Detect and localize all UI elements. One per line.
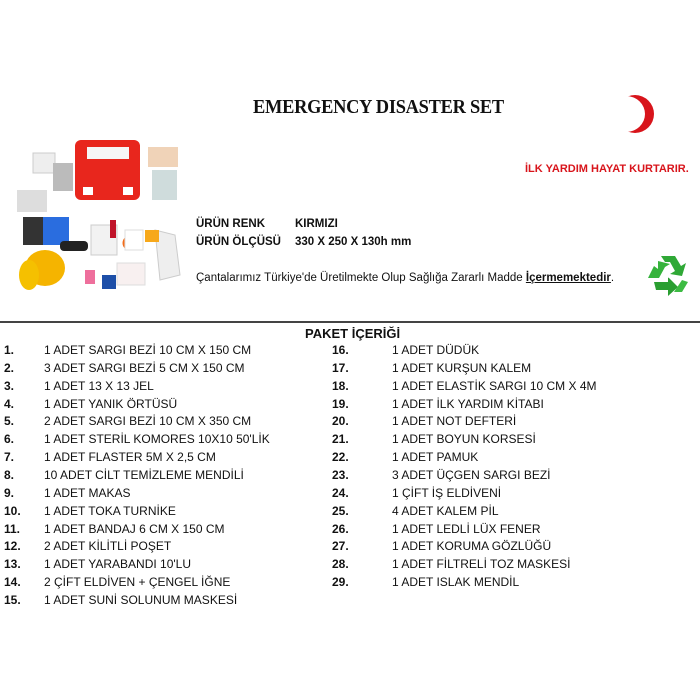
list-item: 1 ADET ELASTİK SARGI 10 CM X 4M — [392, 378, 597, 393]
notice-emphasis: İçermemektedir — [525, 272, 611, 284]
list-item: 1 ADET MAKAS — [44, 485, 131, 500]
list-item: 1 ADET FİLTRELİ TOZ MASKESİ — [392, 557, 571, 572]
list-item: 1 ADET ISLAK MENDİL — [392, 575, 520, 590]
item-number: 21. — [332, 432, 349, 447]
item-number: 15. — [4, 593, 21, 608]
item-number: 18. — [332, 378, 349, 393]
item-number: 1. — [4, 343, 15, 357]
red-crescent-icon — [607, 95, 654, 133]
list-item: 1 ADET FLASTER 5M X 2,5 CM — [44, 450, 216, 465]
list-item: 1 ÇİFT İŞ ELDİVENİ — [392, 485, 502, 500]
item-number: 28. — [332, 557, 349, 572]
item-number: 8. — [4, 468, 15, 483]
list-item: 1 ADET TOKA TURNİKE — [44, 503, 176, 518]
list-item: 1 ADET NOT DEFTERİ — [392, 414, 517, 429]
item-number: 16. — [332, 343, 349, 357]
spec-color-label: ÜRÜN RENK — [196, 218, 265, 230]
item-number: 27. — [332, 539, 349, 554]
item-number: 17. — [332, 360, 349, 375]
list-item: 1 ADET PAMUK — [392, 450, 479, 465]
notice-main: Çantalarımız Türkiye'de Üretilmekte Olup… — [196, 272, 526, 284]
item-number: 4. — [4, 396, 15, 411]
list-item: 1 ADET STERİL KOMORES 10X10 50'LİK — [44, 432, 270, 447]
list-item: 1 ADET SARGI BEZİ 10 CM X 150 CM — [44, 343, 252, 357]
item-number: 9. — [4, 485, 15, 500]
list-item: 10 ADET CİLT TEMİZLEME MENDİLİ — [44, 468, 244, 483]
list-item: 1 ADET BOYUN KORSESİ — [392, 432, 536, 447]
list-item: 3 ADET ÜÇGEN SARGI BEZİ — [392, 468, 551, 483]
item-number: 7. — [4, 450, 15, 465]
notice-text: Çantalarımız Türkiye'de Üretilmekte Olup… — [196, 272, 614, 284]
spec-color-value: KIRMIZI — [295, 218, 338, 230]
item-number: 13. — [4, 557, 21, 572]
list-item: 1 ADET KORUMA GÖZLÜĞÜ — [392, 539, 552, 554]
contents-heading: PAKET İÇERİĞİ — [305, 326, 401, 341]
item-number: 5. — [4, 414, 15, 429]
item-number: 12. — [4, 539, 21, 554]
divider — [0, 321, 700, 323]
notice-end: . — [610, 272, 615, 284]
item-number: 29. — [332, 575, 349, 590]
list-item: 2 ÇİFT ELDİVEN + ÇENGEL İĞNE — [44, 575, 231, 590]
list-item: 1 ADET BANDAJ 6 CM X 150 CM — [44, 521, 225, 536]
list-item: 3 ADET SARGI BEZİ 5 CM X 150 CM — [44, 360, 245, 375]
list-item: 1 ADET YANIK ÖRTÜSÜ — [44, 396, 178, 411]
item-number: 11. — [4, 521, 21, 536]
list-item: 1 ADET DÜDÜK — [392, 343, 480, 357]
recycle-number: 6 — [667, 271, 672, 280]
item-number: 3. — [4, 378, 15, 393]
list-item: 1 ADET LEDLİ LÜX FENER — [392, 521, 541, 536]
page-title: EMERGENCY DISASTER SET — [253, 96, 504, 118]
item-number: 14. — [4, 575, 21, 590]
item-number: 25. — [332, 503, 349, 518]
list-item: 1 ADET İLK YARDIM KİTABI — [392, 396, 544, 411]
list-item: 1 ADET YARABANDI 10'LU — [44, 557, 192, 572]
item-number: 19. — [332, 396, 349, 411]
recycle-icon: 6 — [648, 256, 688, 296]
item-number: 10. — [4, 503, 21, 518]
list-item: 2 ADET SARGI BEZİ 10 CM X 350 CM — [44, 414, 252, 429]
item-number: 22. — [332, 450, 349, 465]
list-item: 1 ADET KURŞUN KALEM — [392, 360, 532, 375]
item-number: 26. — [332, 521, 349, 536]
item-number: 6. — [4, 432, 15, 447]
item-number: 24. — [332, 485, 349, 500]
list-item: 4 ADET KALEM PİL — [392, 503, 499, 518]
product-photo — [17, 140, 181, 290]
list-item: 2 ADET KİLİTLİ POŞET — [44, 539, 172, 554]
spec-size-value: 330 X 250 X 130h mm — [295, 236, 412, 248]
list-item: 1 ADET 13 X 13 JEL — [44, 378, 154, 393]
list-item: 1 ADET SUNİ SOLUNUM MASKESİ — [44, 593, 238, 608]
spec-size-label: ÜRÜN ÖLÇÜSÜ — [196, 236, 281, 248]
item-number: 23. — [332, 468, 349, 483]
item-number: 20. — [332, 414, 349, 429]
slogan: İLK YARDIM HAYAT KURTARIR. — [525, 163, 689, 175]
item-number: 2. — [4, 360, 15, 375]
